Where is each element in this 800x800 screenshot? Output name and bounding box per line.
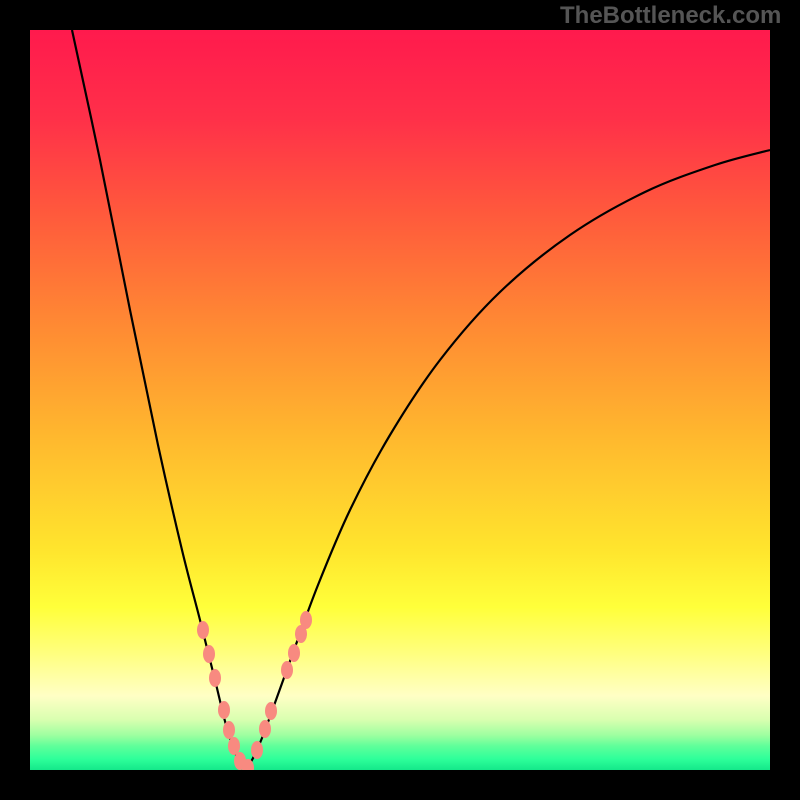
data-marker — [251, 741, 263, 759]
data-marker — [203, 645, 215, 663]
data-marker — [197, 621, 209, 639]
chart-container: TheBottleneck.com — [0, 0, 800, 800]
data-marker — [223, 721, 235, 739]
data-marker — [300, 611, 312, 629]
curve-layer — [30, 30, 770, 770]
data-marker — [228, 737, 240, 755]
plot-area — [30, 30, 770, 770]
data-marker — [209, 669, 221, 687]
data-marker — [265, 702, 277, 720]
data-marker — [281, 661, 293, 679]
data-marker — [288, 644, 300, 662]
watermark-label: TheBottleneck.com — [560, 2, 781, 30]
curve-right-branch — [245, 150, 770, 769]
data-marker — [218, 701, 230, 719]
curve-left-branch — [72, 30, 245, 769]
data-marker — [259, 720, 271, 738]
